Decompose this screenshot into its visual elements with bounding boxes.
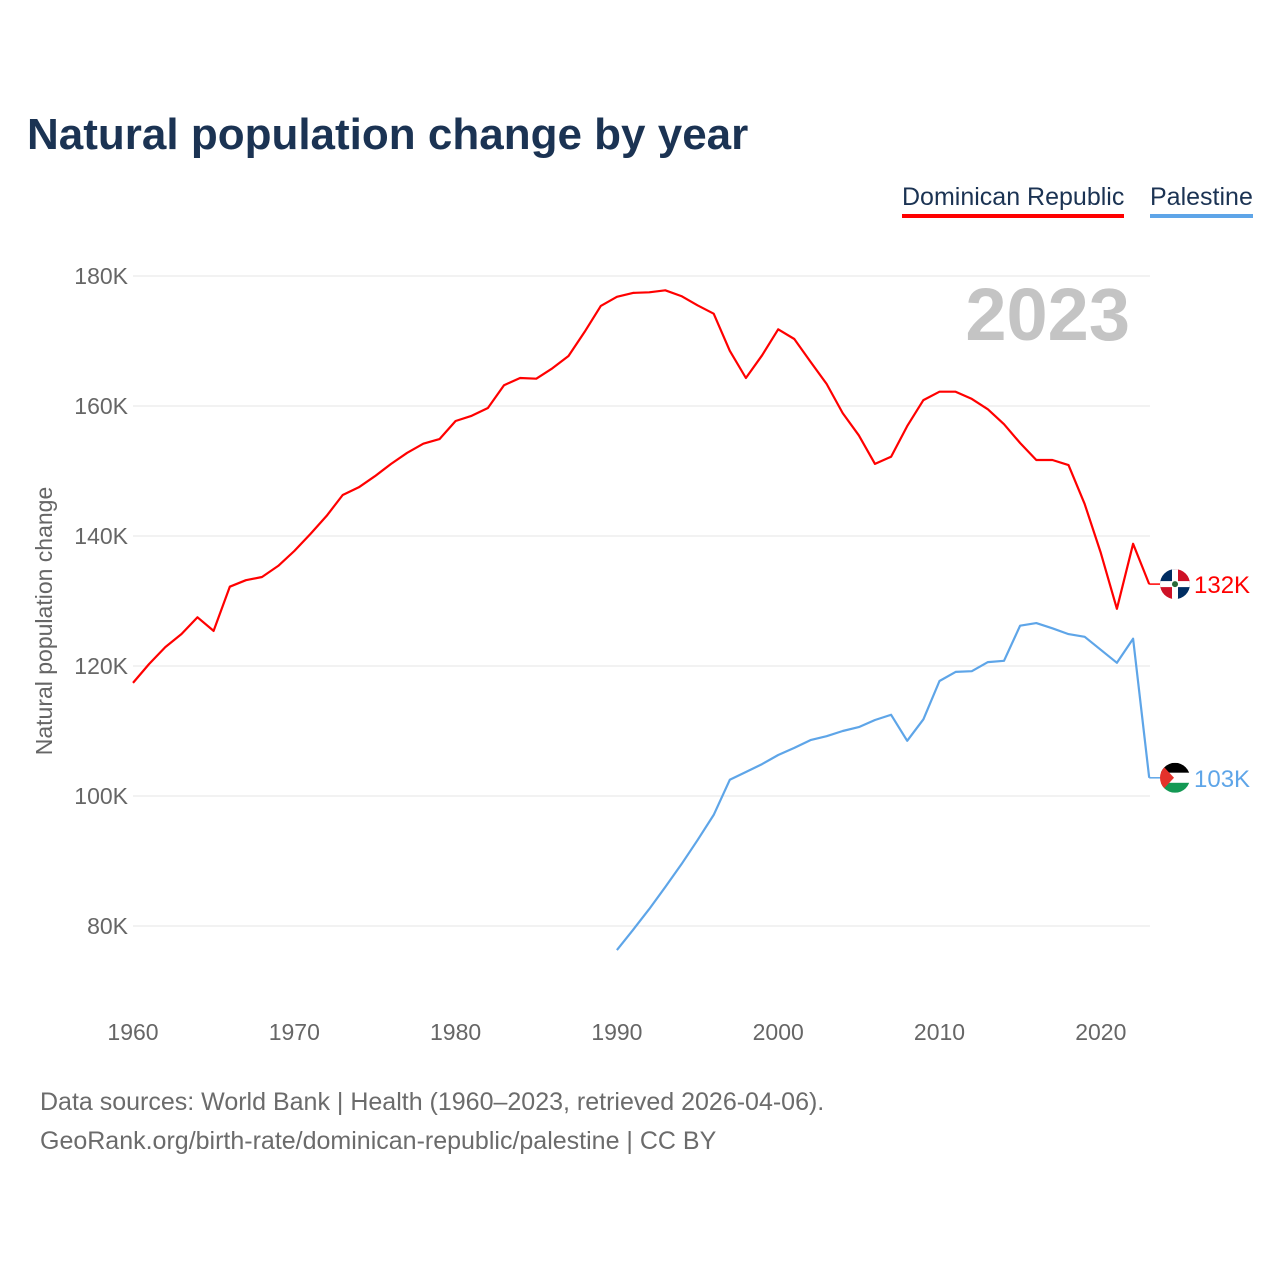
x-tick-label: 1970 [269,1019,320,1045]
palestine-flag-icon [1160,762,1190,793]
end-value-label: 103K [1194,766,1250,793]
y-tick-label: 140K [74,523,128,549]
series-line-dominican-republic[interactable] [132,289,1151,684]
y-tick-label: 80K [87,913,129,939]
y-tick-label: 100K [74,783,128,809]
x-tick-label: 1980 [430,1019,481,1045]
chart-title: Natural population change by year [27,110,749,159]
footer-sources: Data sources: World Bank | Health (1960–… [40,1088,825,1116]
y-tick-label: 160K [74,393,128,419]
x-tick-label: 2020 [1075,1019,1126,1045]
legend-palestine[interactable]: Palestine [1150,183,1253,218]
series-line-palestine[interactable] [616,621,1151,951]
x-tick-label: 2000 [753,1019,804,1045]
y-tick-label: 180K [74,263,128,289]
footer-url[interactable]: GeoRank.org/birth-rate/dominican-republi… [40,1127,717,1155]
y-axis-label: Natural population change [31,487,57,756]
x-tick-label: 2010 [914,1019,965,1045]
x-tick-label: 1990 [591,1019,642,1045]
x-tick-label: 1960 [107,1019,158,1045]
y-tick-label: 120K [74,653,128,679]
end-value-label: 132K [1194,572,1250,599]
legend-dominican-republic[interactable]: Dominican Republic [902,183,1125,218]
year-label: 2023 [965,273,1130,356]
dominican-republic-flag-icon [1160,569,1190,600]
